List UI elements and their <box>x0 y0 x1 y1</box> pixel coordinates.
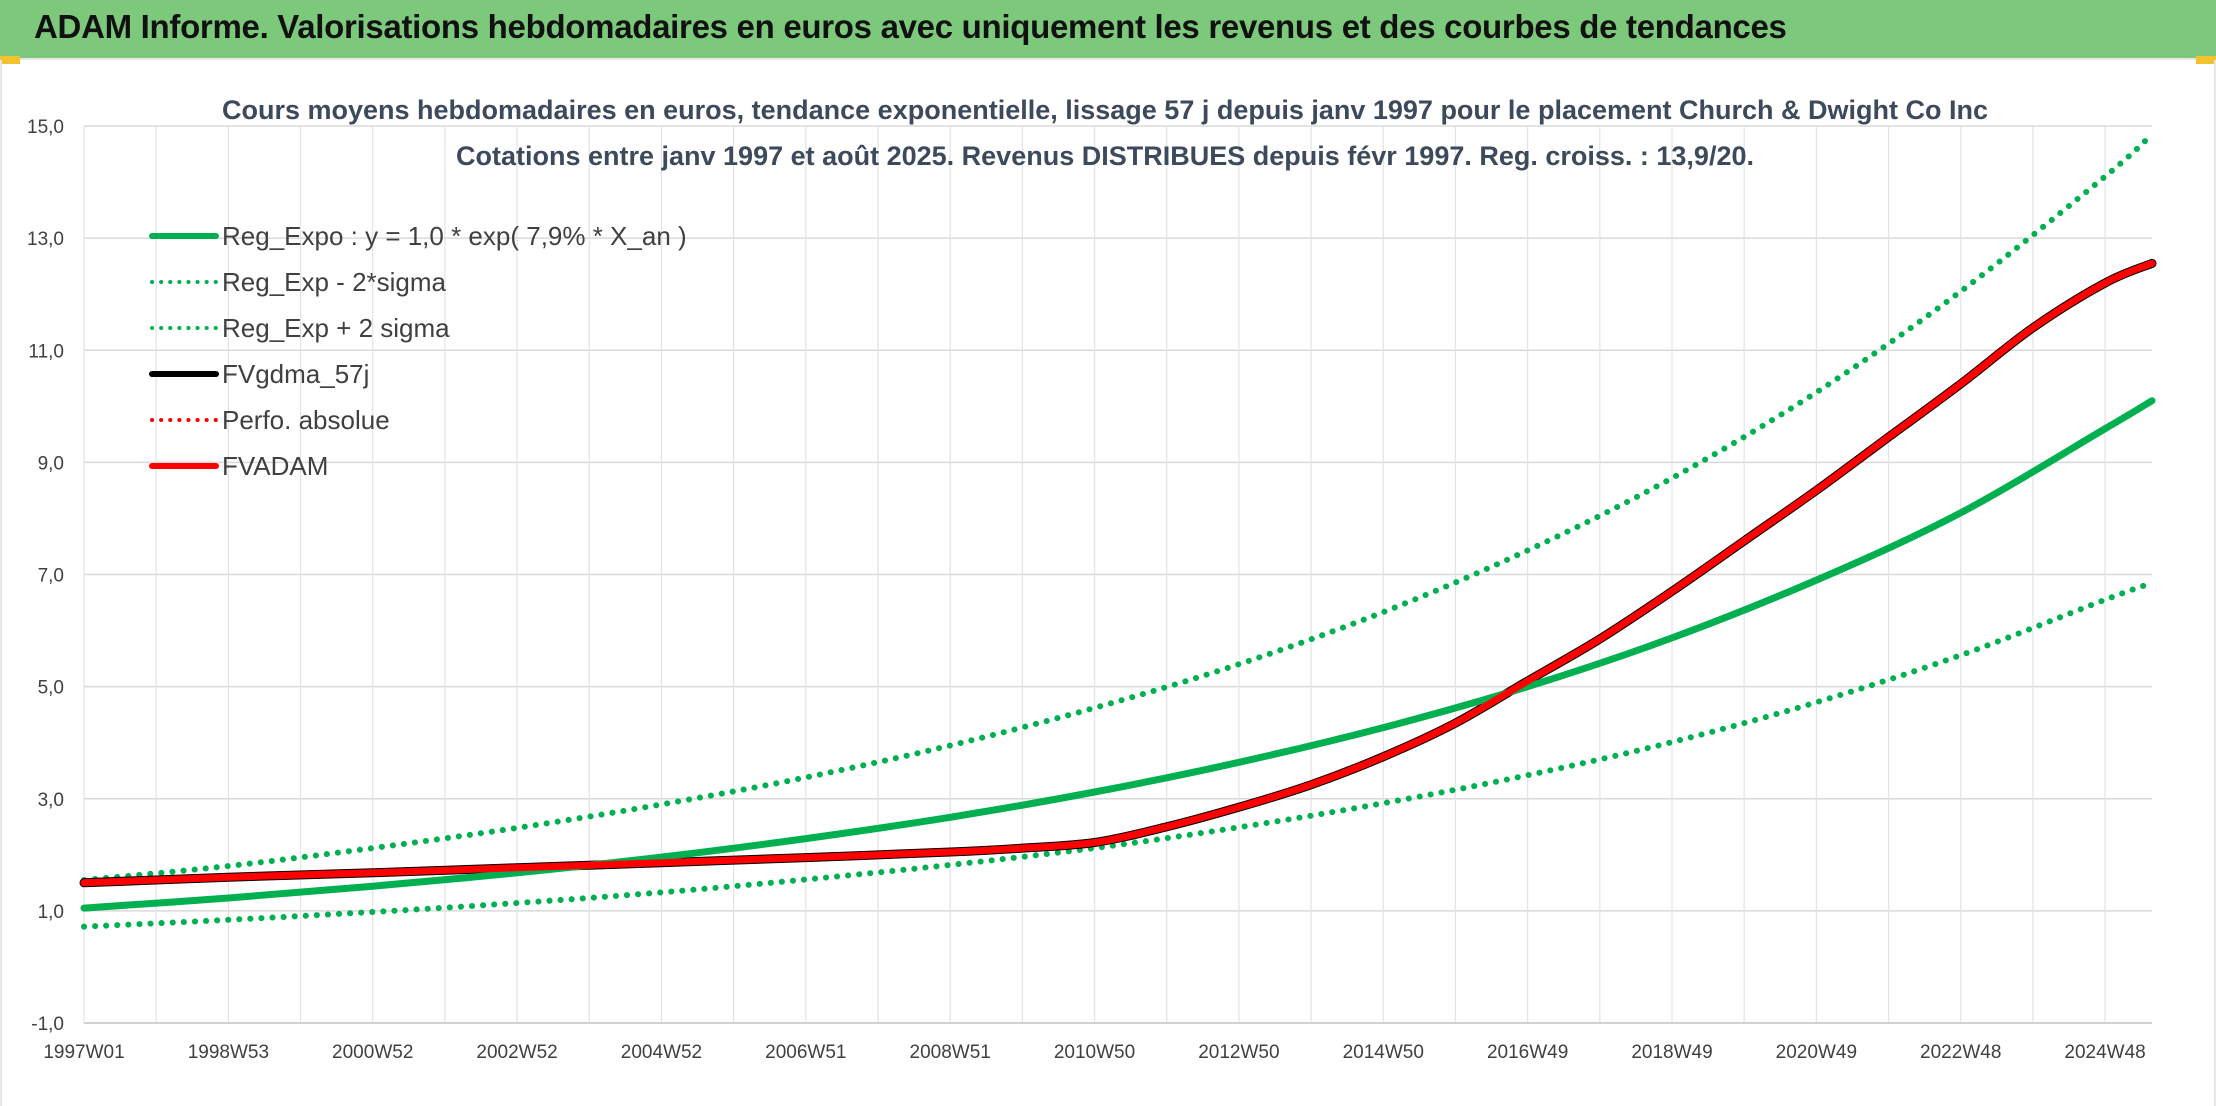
y-tick-label: -1,0 <box>31 1014 64 1035</box>
report-title: ADAM Informe. Valorisations hebdomadaire… <box>34 8 1787 45</box>
x-tick-label: 1997W01 <box>43 1042 124 1063</box>
x-tick-label: 2016W49 <box>1487 1042 1568 1063</box>
x-axis-ticks: 1997W01 1998W53 2000W52 2002W52 2004W52 2006W… <box>43 1042 2145 1063</box>
legend-label: Reg_Exp + 2 sigma <box>222 313 450 343</box>
y-tick-label: 11,0 <box>28 341 64 362</box>
report-banner: ADAM Informe. Valorisations hebdomadaire… <box>0 0 2216 60</box>
x-tick-label: 2004W52 <box>621 1042 702 1063</box>
x-tick-label: 2012W50 <box>1198 1042 1279 1063</box>
x-tick-label: 2022W48 <box>1920 1042 2001 1063</box>
series-line-reg-exp-2-sigma <box>81 131 2155 883</box>
legend-label: Reg_Expo : y = 1,0 * exp( 7,9% * X_an ) <box>222 221 687 251</box>
chart-frame <box>0 60 2216 1106</box>
y-tick-label: 9,0 <box>38 453 64 474</box>
y-tick-label: 15,0 <box>27 117 64 138</box>
x-tick-label: 2010W50 <box>1054 1042 1135 1063</box>
legend-label: FVgdma_57j <box>222 359 369 389</box>
series-line-fvadam <box>80 259 2156 887</box>
y-tick-label: 5,0 <box>38 678 64 699</box>
y-tick-label: 1,0 <box>38 902 64 923</box>
y-tick-label: 3,0 <box>38 790 64 811</box>
chart-subtitle: Cotations entre janv 1997 et août 2025. … <box>456 141 1754 171</box>
x-tick-label: 2008W51 <box>910 1042 991 1063</box>
legend-label: Perfo. absolue <box>222 405 390 435</box>
x-tick-label: 1998W53 <box>188 1042 269 1063</box>
y-tick-label: 7,0 <box>38 566 64 587</box>
x-tick-label: 2006W51 <box>765 1042 846 1063</box>
chart-series <box>79 131 2157 930</box>
chart-legend: Reg_Expo : y = 1,0 * exp( 7,9% * X_an ) R… <box>149 221 687 481</box>
y-axis-ticks: -1,0 1,0 3,0 5,0 7,0 9,0 11,0 13,0 15,0 <box>27 117 64 1035</box>
legend-label: FVADAM <box>222 451 328 481</box>
banner-corner-right <box>2196 56 2216 64</box>
legend-label: Reg_Exp - 2*sigma <box>222 267 447 297</box>
x-tick-label: 2024W48 <box>2064 1042 2145 1063</box>
x-tick-label: 2000W52 <box>332 1042 413 1063</box>
x-tick-label: 2014W50 <box>1343 1042 1424 1063</box>
x-tick-label: 2018W49 <box>1631 1042 1712 1063</box>
y-tick-label: 13,0 <box>27 229 64 250</box>
series-line-reg-expo-y-1-0-exp-7-9-x-an <box>80 397 2156 912</box>
x-tick-label: 2020W49 <box>1776 1042 1857 1063</box>
banner-corner-left <box>0 56 20 64</box>
x-tick-label: 2002W52 <box>476 1042 557 1063</box>
series-line-reg-exp-2-sigma <box>81 579 2155 930</box>
chart-title: Cours moyens hebdomadaires en euros, ten… <box>222 95 1988 125</box>
chart-grid <box>83 125 2152 1024</box>
